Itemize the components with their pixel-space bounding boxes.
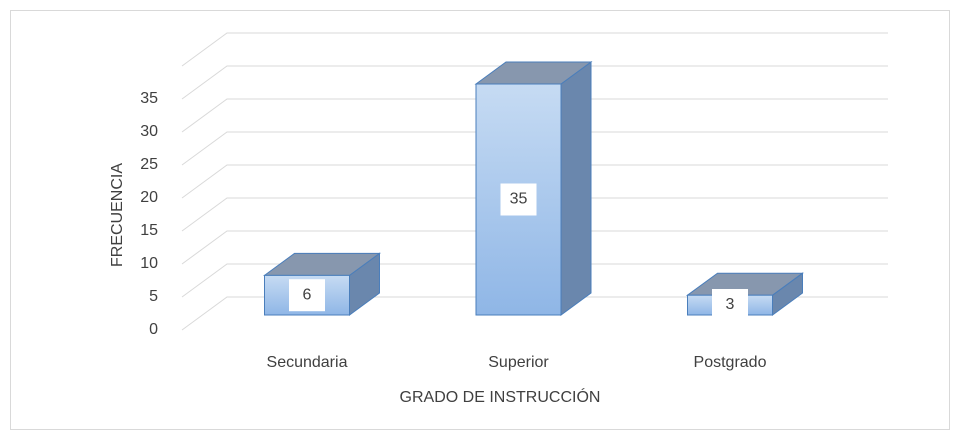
x-tick-label: Postgrado [694,354,767,371]
x-tick-label: Secundaria [267,354,348,371]
grid-line [181,263,888,298]
bar-side [560,61,592,316]
y-tick-label: 0 [149,321,158,338]
y-axis-title: FRECUENCIA [109,163,126,267]
x-tick-label: Superior [488,354,549,371]
data-label: 6 [303,286,312,303]
data-label: 35 [510,191,528,208]
y-tick-label: 35 [140,90,158,107]
grid-line [181,296,888,331]
grid-line [181,65,888,100]
y-tick-label: 5 [149,288,158,305]
data-label-box [500,183,537,216]
bar [262,252,382,316]
grid-line [181,98,888,133]
y-tick-label: 20 [140,189,158,206]
grid-line [181,164,888,199]
y-tick-label: 10 [140,255,158,272]
grid-line [181,131,888,166]
data-label: 3 [726,296,735,313]
grid-line [181,230,888,265]
data-label-box [289,279,325,312]
y-tick-label: 30 [140,123,158,140]
y-tick-label: 25 [140,156,158,173]
x-axis-title: GRADO DE INSTRUCCIÓN [400,387,601,406]
data-label-box [712,289,748,321]
y-tick-label: 15 [140,222,158,239]
grid-line [181,32,888,67]
grid-line [181,197,888,232]
